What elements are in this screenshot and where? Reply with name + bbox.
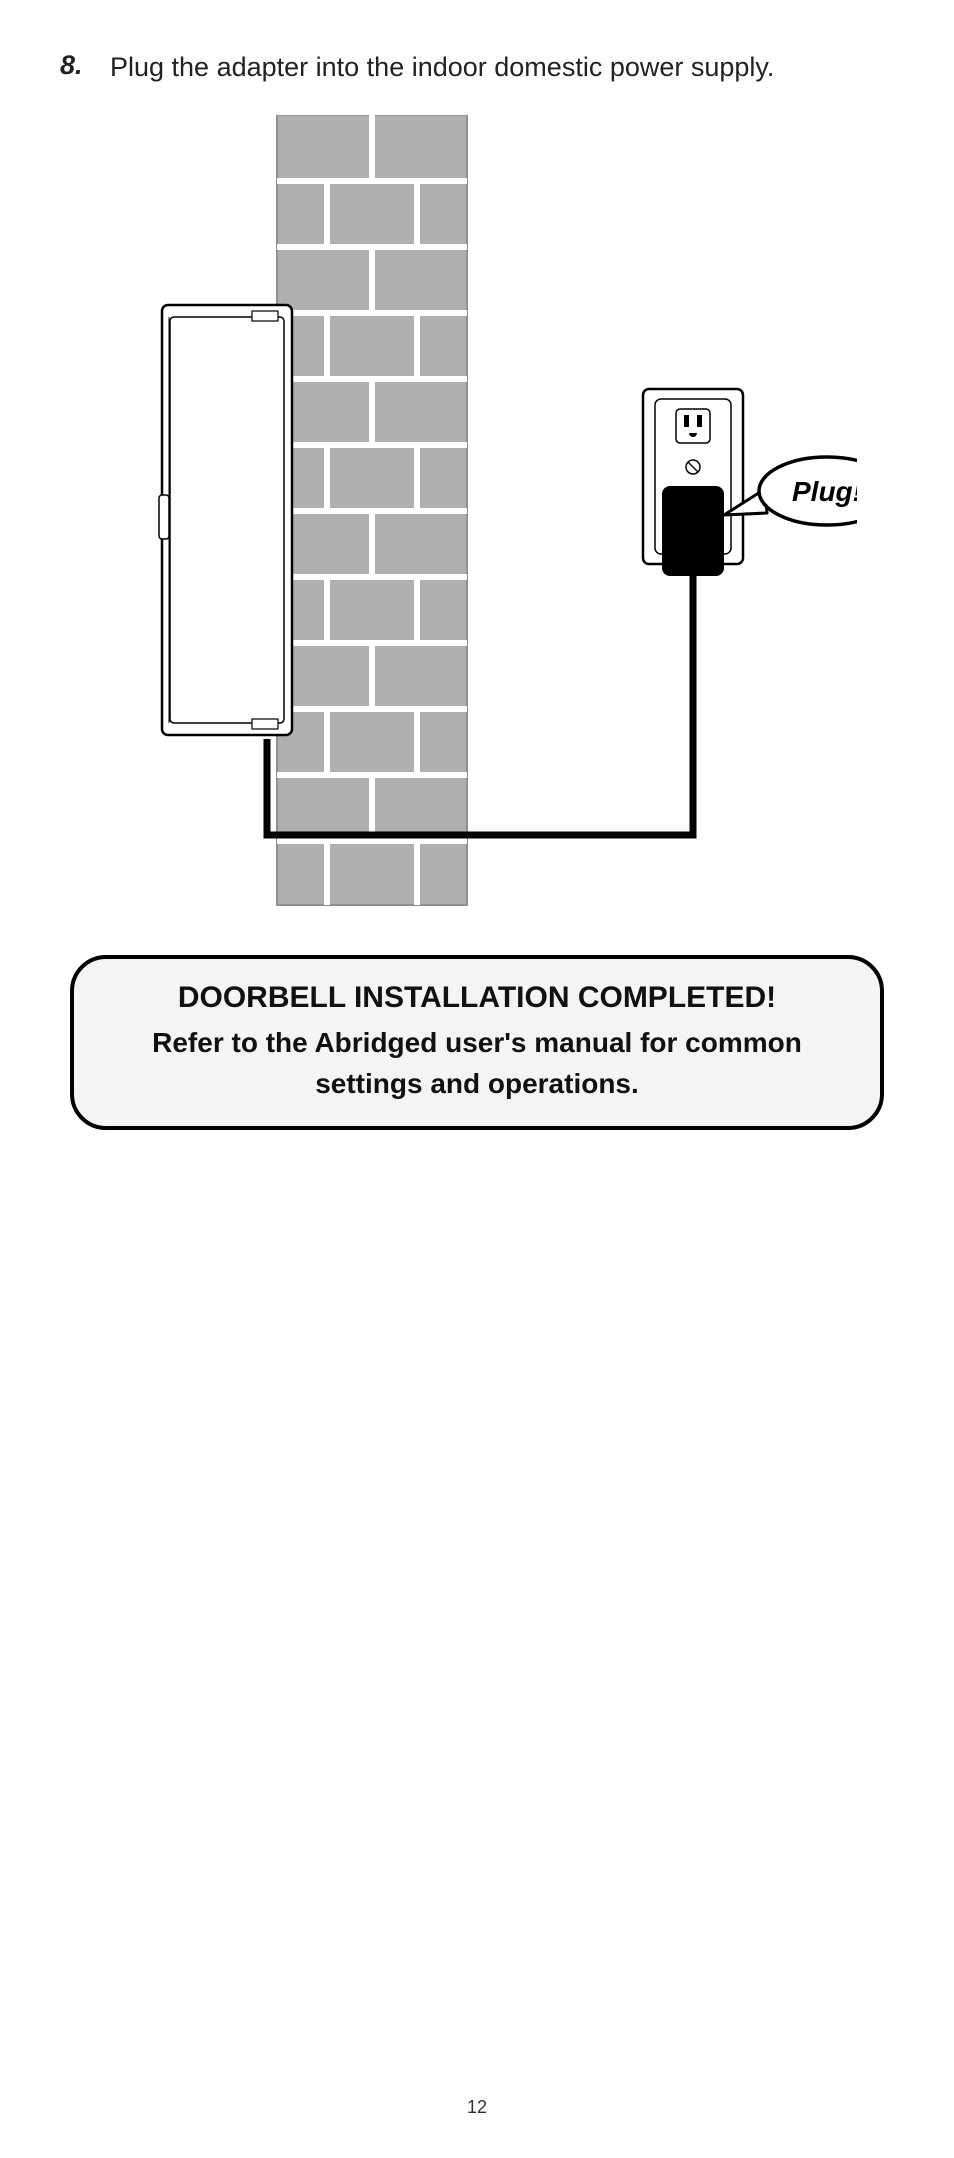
page-number: 12: [0, 2097, 954, 2118]
installation-diagram: Plug!: [97, 115, 857, 915]
step-text: Plug the adapter into the indoor domesti…: [110, 50, 774, 85]
brick-wall-icon: [277, 115, 467, 905]
completion-title: DOORBELL INSTALLATION COMPLETED!: [104, 981, 850, 1015]
doorbell-unit-icon: [159, 305, 292, 735]
instruction-step: 8. Plug the adapter into the indoor dome…: [60, 50, 894, 85]
plug-callout-label: Plug!: [792, 476, 857, 507]
power-adapter-icon: [662, 486, 724, 576]
step-number: 8.: [60, 50, 90, 81]
completion-notice: DOORBELL INSTALLATION COMPLETED! Refer t…: [70, 955, 884, 1130]
completion-subtitle: Refer to the Abridged user's manual for …: [104, 1023, 850, 1104]
